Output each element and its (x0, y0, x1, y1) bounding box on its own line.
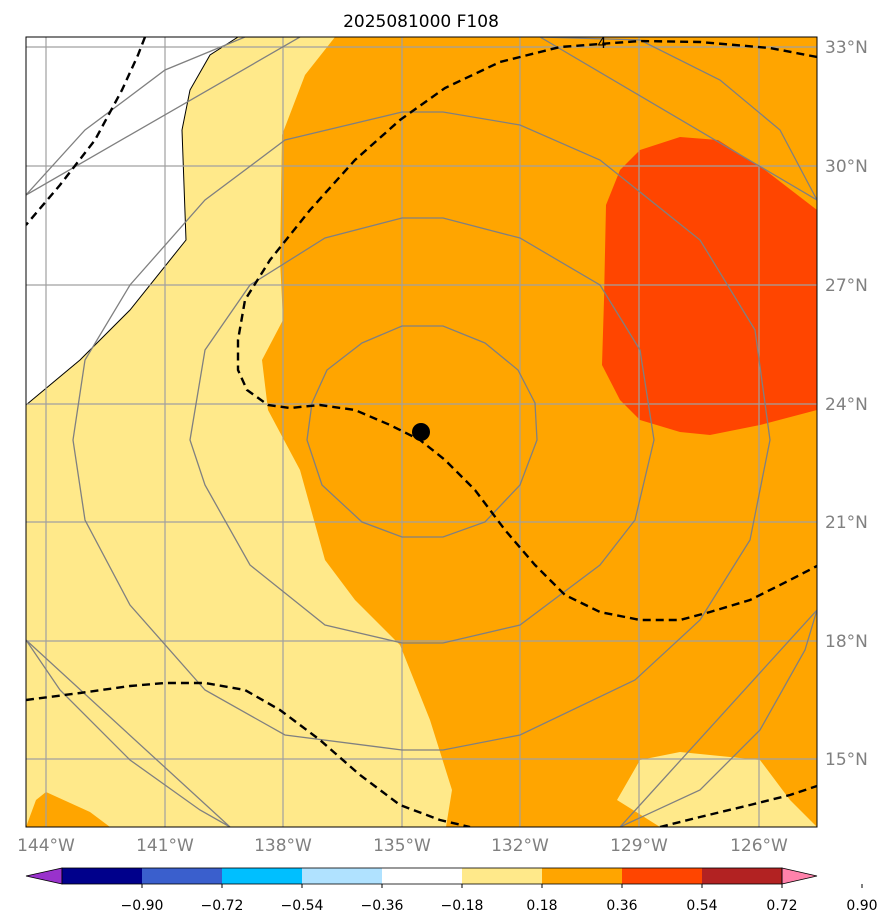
lon-label: 129°W (610, 836, 668, 856)
dashed-contours (26, 37, 817, 827)
orange-patch-southwest (26, 792, 110, 827)
colorbar-swatch (622, 868, 703, 884)
plot-border (25, 36, 818, 828)
lat-label: 33°N (825, 38, 868, 58)
dashed-contour-main (236, 39, 817, 622)
colorbar-swatch (462, 868, 543, 884)
colorbar-label: −0.36 (361, 898, 404, 914)
colorbar-label: 0.72 (766, 898, 797, 914)
lon-axis: 144°W 141°W 138°W 135°W 132°W 129°W 126°… (17, 836, 788, 856)
range-ring-6 (26, 639, 231, 827)
contour-label: 4 (598, 36, 607, 52)
lat-label: 27°N (825, 276, 868, 296)
lon-label: 135°W (373, 836, 431, 856)
lat-label: 21°N (825, 513, 868, 533)
red-field-east (602, 137, 817, 435)
dashed-contour-southeast (659, 784, 817, 827)
colorbar-swatch (302, 868, 383, 884)
colorbar-swatch (702, 868, 783, 884)
range-ring-3 (72, 111, 771, 751)
map-title: 2025081000 F108 (343, 12, 499, 32)
colorbar-swatch (382, 868, 463, 884)
colorbar-label: 0.90 (846, 898, 877, 914)
lat-label: 30°N (825, 157, 868, 177)
range-ring-7 (619, 609, 817, 827)
colorbar: −0.90 −0.72 −0.54 −0.36 −0.18 0.18 0.36 0.54 0.7… (25, 867, 878, 914)
range-ring-1 (306, 325, 538, 538)
colorbar-swatch (62, 868, 143, 884)
dashed-contour-south (26, 681, 471, 827)
colorbar-label: −0.90 (121, 898, 164, 914)
colorbar-swatch (142, 868, 223, 884)
lat-axis: 33°N 30°N 27°N 24°N 21°N 18°N 15°N (825, 38, 868, 770)
colorbar-label: 0.36 (606, 898, 637, 914)
colorbar-label: −0.54 (281, 898, 324, 914)
lon-label: 141°W (136, 836, 194, 856)
colorbar-label: −0.18 (441, 898, 484, 914)
lat-label: 18°N (825, 632, 868, 652)
land-northwest (26, 37, 238, 405)
lon-label: 126°W (730, 836, 788, 856)
range-ring-2 (189, 217, 655, 644)
yellow-patch-southeast (617, 752, 817, 827)
colorbar-swatch (542, 868, 623, 884)
gridlines (26, 37, 817, 827)
colorbar-extend-low (25, 867, 63, 885)
lat-label: 24°N (825, 395, 868, 415)
colorbar-label: 0.54 (686, 898, 717, 914)
colorbar-border (61, 867, 783, 885)
range-rings (26, 37, 817, 827)
lon-label: 138°W (254, 836, 312, 856)
range-ring-4 (26, 37, 302, 196)
range-ring-5 (539, 37, 817, 201)
colorbar-swatch (222, 868, 303, 884)
lon-label: 132°W (491, 836, 549, 856)
colorbar-label: 0.18 (526, 898, 557, 914)
plot-area: 4 (26, 36, 817, 827)
storm-center-marker (412, 423, 430, 441)
colorbar-extend-high (781, 867, 818, 885)
coastline (26, 37, 239, 406)
lat-label: 15°N (825, 750, 868, 770)
dashed-contour-northwest (26, 37, 147, 226)
lon-label: 144°W (17, 836, 75, 856)
colorbar-label: −0.72 (201, 898, 244, 914)
